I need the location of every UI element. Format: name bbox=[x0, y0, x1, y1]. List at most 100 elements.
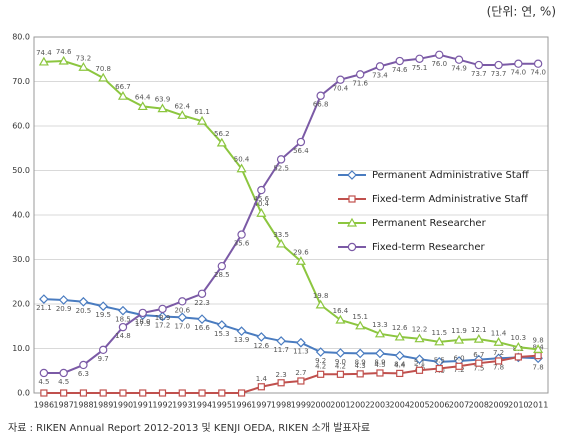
value-label: 70.4 bbox=[333, 85, 349, 93]
marker bbox=[60, 389, 68, 397]
marker bbox=[276, 238, 287, 248]
marker bbox=[395, 56, 404, 66]
value-label: 18.9 bbox=[155, 314, 171, 322]
value-label: 4.4 bbox=[394, 361, 406, 369]
marker bbox=[237, 389, 246, 397]
marker bbox=[415, 54, 424, 64]
series-line bbox=[43, 53, 539, 374]
marker bbox=[117, 90, 128, 100]
marker bbox=[98, 72, 109, 82]
marker bbox=[514, 353, 522, 361]
x-tick-label: 2007 bbox=[449, 401, 469, 410]
y-tick-label: 50.0 bbox=[12, 166, 30, 175]
legend-marker bbox=[348, 195, 356, 203]
marker bbox=[276, 336, 286, 346]
source-note: 자료 : RIKEN Annual Report 2012-2013 및 KEN… bbox=[8, 422, 370, 434]
marker bbox=[513, 341, 524, 351]
marker bbox=[79, 389, 88, 397]
marker bbox=[394, 331, 405, 341]
marker bbox=[177, 312, 188, 323]
value-label: 6.0 bbox=[453, 354, 464, 362]
value-label: 76.0 bbox=[431, 60, 447, 68]
legend-label: Fixed-term Researcher bbox=[372, 242, 485, 253]
y-tick-label: 10.0 bbox=[12, 344, 30, 353]
marker bbox=[58, 295, 69, 305]
y-tick-label: 70.0 bbox=[12, 77, 30, 86]
value-label: 4.2 bbox=[335, 362, 346, 370]
legend-marker bbox=[346, 217, 358, 227]
value-label: 50.4 bbox=[234, 156, 250, 164]
marker bbox=[295, 256, 306, 265]
x-tick-label: 2005 bbox=[409, 401, 429, 410]
value-label: 64.4 bbox=[135, 93, 151, 101]
marker bbox=[197, 314, 207, 324]
value-label: 15.1 bbox=[352, 313, 368, 321]
value-label: 11.9 bbox=[451, 327, 467, 335]
value-label: 2.3 bbox=[276, 371, 287, 379]
x-tick-label: 2009 bbox=[488, 401, 508, 410]
marker bbox=[58, 55, 69, 65]
marker bbox=[118, 305, 128, 316]
value-label: 74.0 bbox=[511, 69, 527, 77]
value-label: 9.8 bbox=[533, 336, 544, 344]
marker bbox=[494, 357, 503, 365]
value-label: 74.0 bbox=[530, 69, 546, 77]
value-label: 40.4 bbox=[254, 200, 270, 208]
marker bbox=[296, 337, 306, 348]
marker bbox=[375, 348, 385, 359]
value-label: 70.8 bbox=[95, 65, 111, 73]
marker bbox=[533, 344, 544, 353]
value-label: 13.3 bbox=[372, 321, 388, 329]
marker bbox=[139, 389, 147, 397]
value-label: 7.2 bbox=[493, 349, 504, 357]
series-line bbox=[43, 60, 539, 351]
value-label: 66.7 bbox=[115, 83, 131, 91]
marker bbox=[177, 110, 188, 119]
marker bbox=[474, 60, 484, 70]
value-label: 12.6 bbox=[254, 342, 270, 350]
value-label: 11.4 bbox=[491, 329, 507, 337]
marker bbox=[356, 370, 364, 378]
marker bbox=[158, 304, 167, 314]
marker bbox=[374, 328, 385, 338]
marker bbox=[376, 369, 384, 377]
marker bbox=[454, 55, 464, 64]
x-tick-label: 1999 bbox=[291, 401, 311, 410]
value-label: 4.2 bbox=[315, 362, 326, 370]
marker bbox=[316, 91, 325, 100]
value-label: 74.4 bbox=[36, 49, 52, 57]
marker bbox=[336, 75, 345, 84]
value-label: 18.5 bbox=[115, 316, 131, 324]
value-label: 61.1 bbox=[194, 108, 210, 116]
value-label: 28.5 bbox=[214, 271, 230, 279]
value-label: 33.5 bbox=[273, 231, 289, 239]
value-label: 63.9 bbox=[155, 96, 171, 104]
x-tick-label: 1989 bbox=[93, 401, 113, 410]
value-label: 21.1 bbox=[36, 304, 52, 312]
marker bbox=[315, 299, 326, 309]
value-label: 12.1 bbox=[471, 326, 487, 334]
value-label: 56.2 bbox=[214, 130, 230, 138]
marker bbox=[414, 354, 425, 365]
marker bbox=[315, 347, 326, 357]
marker bbox=[39, 368, 49, 378]
x-tick-label: 1994 bbox=[192, 401, 212, 410]
marker bbox=[119, 389, 127, 397]
legend-label: Fixed-term Administrative Staff bbox=[372, 194, 529, 205]
marker bbox=[158, 389, 167, 397]
value-label: 5.1 bbox=[414, 358, 425, 366]
value-label: 17.0 bbox=[174, 322, 190, 330]
x-tick-label: 1992 bbox=[152, 401, 172, 410]
value-label: 5.5 bbox=[434, 357, 445, 365]
marker bbox=[355, 320, 366, 330]
marker bbox=[335, 314, 346, 324]
value-label: 7.8 bbox=[533, 363, 544, 371]
y-tick-label: 0.0 bbox=[17, 389, 30, 398]
x-tick-label: 2000 bbox=[310, 401, 330, 410]
marker bbox=[375, 62, 385, 71]
marker bbox=[296, 137, 306, 147]
x-tick-label: 2008 bbox=[469, 401, 489, 410]
marker bbox=[455, 362, 463, 370]
value-label: 29.6 bbox=[293, 248, 309, 256]
value-label: 12.6 bbox=[392, 324, 408, 332]
